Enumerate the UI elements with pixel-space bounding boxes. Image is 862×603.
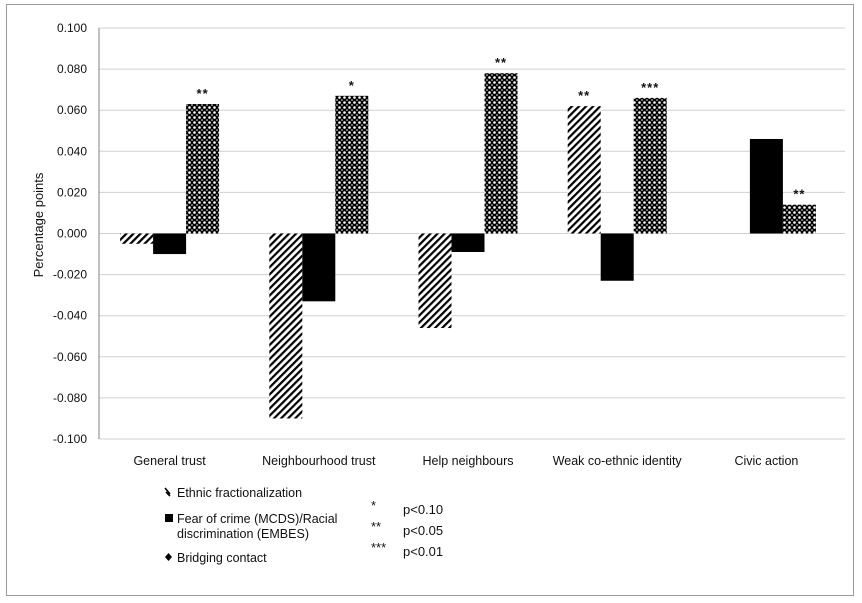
legend: Ethnic fractionalization Fear of crime (M… [164,486,337,565]
significance-legend-mark: * [371,498,376,513]
chart-frame: 0.100 0.080 0.060 0.040 0.020 0.000 -0.020 -0.0… [6,4,854,596]
significance-mark: ** [793,187,805,202]
bar [600,233,634,281]
y-tick-label: 0.020 [57,185,87,199]
x-category-label: Neighbourhood trust [262,454,376,468]
legend-entry-label: Fear of crime (MCDS)/Racial [177,512,337,526]
legend-diamond-icon [165,553,172,561]
x-category-label: Civic action [734,454,798,468]
bar [186,104,220,234]
y-axis-label: Percentage points [31,172,46,277]
bar [120,233,154,244]
y-tick-label: -0.020 [53,268,87,282]
x-category-label: General trust [133,454,206,468]
y-tick-label: 0.060 [57,103,87,117]
y-tick-label: 0.080 [57,62,87,76]
legend-entry-label: Ethnic fractionalization [177,486,302,500]
bar-chart: 0.100 0.080 0.060 0.040 0.020 0.000 -0.020 -0.0… [31,21,845,565]
y-tick-labels: 0.100 0.080 0.060 0.040 0.020 0.000 -0.020 -0.0… [53,21,87,446]
x-category-labels: General trust Neighbourhood trust Help nei… [133,454,798,468]
bar [633,97,667,234]
bar [153,233,187,255]
bar [749,138,783,234]
significance-mark: ** [495,55,507,70]
legend-entry-label: discrimination (EMBES) [177,527,309,541]
significance-legend-label: p<0.05 [403,523,443,538]
legend-entry-label: Bridging contact [177,551,267,565]
significance-mark: * [349,78,355,93]
significance-legend-label: p<0.10 [403,502,443,517]
significance-legend-mark: *** [371,540,386,555]
significance-mark: ** [197,86,209,101]
bar [451,233,485,252]
x-category-label: Weak co-ethnic identity [553,454,683,468]
bar [782,204,816,234]
bar [302,233,336,302]
significance-mark: ** [578,88,590,103]
bar [335,95,369,234]
bar [567,106,601,234]
bars [120,73,816,419]
bar [418,233,452,329]
y-tick-label: 0.040 [57,144,87,158]
y-tick-label: -0.060 [53,350,87,364]
legend-hatch-icon [164,487,171,497]
y-tick-label: -0.100 [53,432,87,446]
significance-legend-label: p<0.01 [403,544,443,559]
legend-square-icon [165,514,173,522]
bar [269,233,303,419]
significance-marks: ************ [197,55,805,202]
y-tick-label: -0.080 [53,391,87,405]
significance-legend: * p<0.10 ** p<0.05 *** p<0.01 [371,498,443,559]
significance-legend-mark: ** [371,519,381,534]
y-tick-label: -0.040 [53,309,87,323]
significance-mark: *** [641,80,659,95]
y-tick-label: 0.100 [57,21,87,35]
y-tick-label: 0.000 [57,227,87,241]
bar [484,73,518,234]
x-category-label: Help neighbours [422,454,513,468]
